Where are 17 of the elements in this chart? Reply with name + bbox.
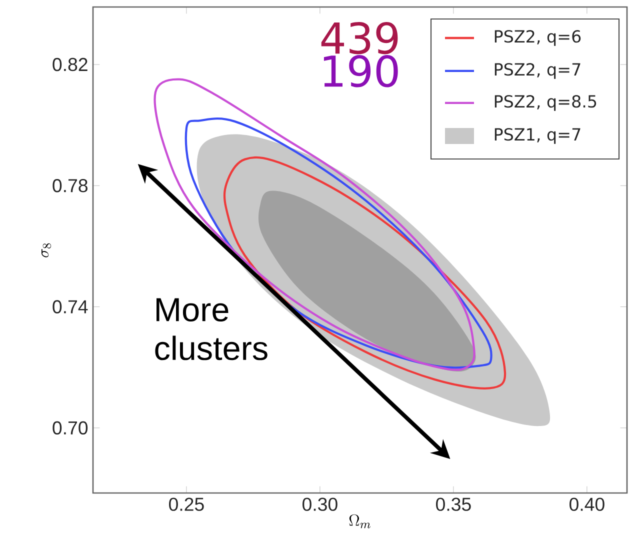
annotation: 439 — [321, 22, 398, 54]
x-tick-label: 0.30 — [302, 498, 338, 511]
x-axis-title: $\Omega_m$ — [349, 514, 370, 528]
annotation: PSZ2, q=7 — [494, 63, 580, 79]
annotation: 190 — [324, 55, 398, 88]
y-tick-label: 0.74 — [52, 300, 88, 314]
x-tick-label: 0.25 — [169, 498, 204, 511]
annotation: PSZ1, q=7 — [494, 128, 580, 144]
x-tick-label: 0.35 — [436, 498, 471, 511]
annotation: PSZ2, q=8.5 — [494, 95, 596, 111]
annotation: PSZ2, q=6 — [494, 30, 581, 46]
y-tick-label: 0.78 — [52, 179, 88, 192]
annotation: More clusters — [155, 298, 268, 360]
y-axis-title: $\sigma_8$ — [42, 243, 52, 258]
x-tick-label: 0.40 — [570, 498, 604, 511]
y-tick-label: 0.82 — [52, 58, 88, 72]
y-tick-label: 0.70 — [52, 421, 88, 435]
